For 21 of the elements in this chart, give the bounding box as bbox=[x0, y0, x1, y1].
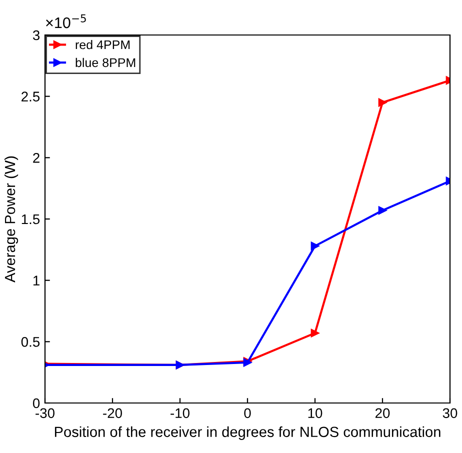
legend-label: red 4PPM bbox=[76, 40, 130, 50]
y-tick-label: 1 bbox=[33, 276, 40, 286]
y-tick-label: 1.5 bbox=[22, 214, 40, 224]
legend-label: blue 8PPM bbox=[76, 58, 136, 68]
x-tick-label: -30 bbox=[36, 408, 54, 418]
y-tick-label: 0.5 bbox=[21, 337, 40, 347]
y-tick-label: 2 bbox=[33, 153, 40, 163]
x-tick-label: 0 bbox=[244, 408, 251, 418]
point bbox=[378, 206, 387, 215]
x-tick-label: 30 bbox=[442, 408, 458, 418]
y-axis-title: Average Power (W) bbox=[4, 156, 18, 282]
point bbox=[310, 242, 320, 250]
x-tick-label: 10 bbox=[308, 408, 322, 418]
x-tick-label: 20 bbox=[375, 408, 390, 418]
x-tick-label: -20 bbox=[103, 408, 122, 418]
y-tick-label: 3 bbox=[32, 30, 40, 40]
x-axis-title: Position of the receiver in degrees for NLOS communication bbox=[54, 426, 440, 440]
text: ×10$^{−5}$ bbox=[46, 14, 86, 28]
y-tick-label: 2.5 bbox=[22, 92, 40, 102]
y-tick-label: 0 bbox=[32, 398, 40, 408]
x-tick-label: -10 bbox=[170, 408, 190, 418]
